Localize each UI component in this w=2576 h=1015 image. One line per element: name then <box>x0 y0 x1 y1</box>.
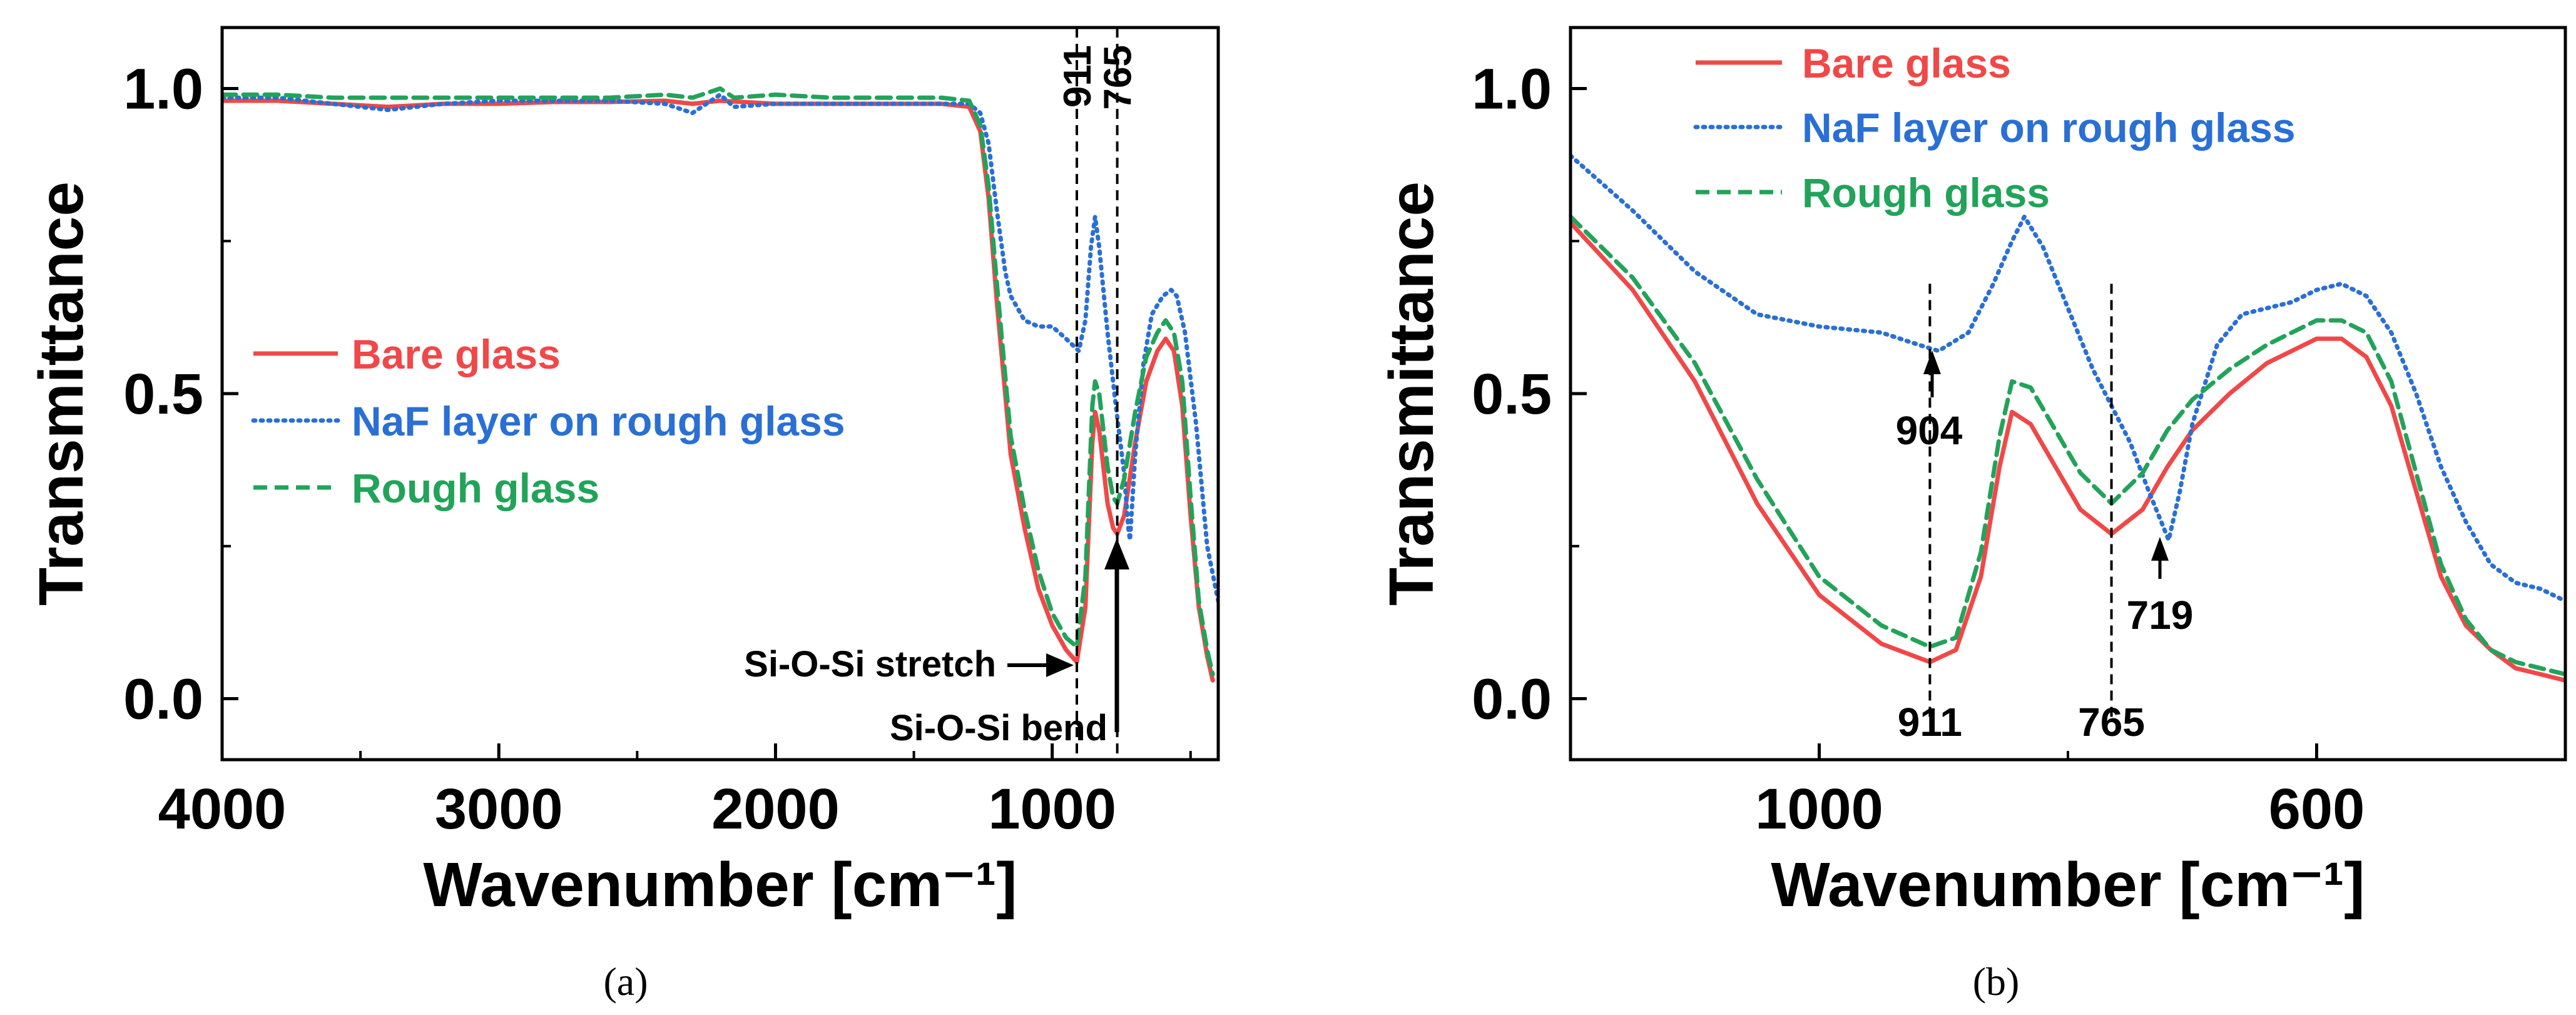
legend-b-naf-layer: NaF layer on rough glass <box>1802 105 2296 151</box>
x-tick-label: 3000 <box>435 777 563 841</box>
annotation-719: 719 <box>2127 593 2194 638</box>
legend-naf-layer: NaF layer on rough glass <box>352 398 845 444</box>
panel-b-ylabel: Transmittance <box>1377 181 1447 606</box>
annotation-904-arrowhead <box>1923 350 1941 374</box>
panel-a-xlabel: Wavenumber [cm⁻¹] <box>423 850 1017 920</box>
panel-a-series <box>222 86 1218 683</box>
panel-b-legend: Bare glass NaF layer on rough glass Roug… <box>1693 40 2296 216</box>
y-tick-label: 0.0 <box>123 668 203 732</box>
panel-a-ylabel: Transmittance <box>26 181 96 606</box>
panel-a-legend: Bare glass NaF layer on rough glass Roug… <box>251 331 845 511</box>
y-tick-label: 1.0 <box>123 58 203 121</box>
panel-b-series <box>1571 153 2565 683</box>
y-tick-label: 0.0 <box>1472 668 1552 732</box>
reference-line-label-911: 911 <box>1056 45 1099 108</box>
x-tick-label: 1000 <box>1755 777 1883 841</box>
x-tick-label: 4000 <box>158 777 287 841</box>
legend-b-rough-glass: Rough glass <box>1802 170 2050 216</box>
annotation-719-arrowhead <box>2151 537 2169 561</box>
panel-b: 911 765 1000 600 0.0 0.5 1.0 Transmittance Wa… <box>1377 26 2567 1004</box>
panel-b-annotations: 904 719 <box>1896 350 2194 638</box>
panel-b-xlabel: Wavenumber [cm⁻¹] <box>1771 850 2365 920</box>
x-tick-label: 2000 <box>711 777 840 841</box>
series-bare-glass <box>1571 220 2565 683</box>
legend-rough-glass: Rough glass <box>352 465 599 511</box>
annotation-904: 904 <box>1896 408 1963 453</box>
x-tick-label: 1000 <box>988 777 1116 841</box>
annotation-si-o-si-stretch: Si-O-Si stretch <box>744 644 996 685</box>
series-rough-glass <box>1571 214 2565 676</box>
series-bare-glass <box>222 98 1215 683</box>
legend-bare-glass: Bare glass <box>352 331 561 377</box>
reference-line-label-765: 765 <box>2078 700 2145 745</box>
series-naf-layer-on-rough-glass <box>1571 153 2565 603</box>
panel-a-annotations: Si-O-Si stretch Si-O-Si bend <box>744 538 1129 748</box>
y-tick-label: 0.5 <box>123 362 203 426</box>
series-rough-glass <box>222 86 1215 676</box>
series-naf-layer-on-rough-glass <box>222 92 1218 603</box>
panel-b-caption: (b) <box>1973 959 2020 1004</box>
panel-a-caption: (a) <box>603 959 648 1004</box>
annotation-stretch-arrowhead <box>1046 653 1074 677</box>
y-tick-label: 1.0 <box>1472 58 1552 121</box>
annotation-bend-arrowhead <box>1104 538 1129 569</box>
x-tick-label: 600 <box>2269 777 2365 841</box>
y-tick-label: 0.5 <box>1472 362 1552 426</box>
panel-a-ticks: 4000 3000 2000 1000 0.0 0.5 1.0 <box>123 58 1192 841</box>
reference-line-label-911: 911 <box>1898 700 1962 745</box>
legend-b-bare-glass: Bare glass <box>1802 40 2011 86</box>
annotation-si-o-si-bend: Si-O-Si bend <box>890 708 1107 748</box>
panel-b-reference-lines: 911 765 <box>1898 283 2145 745</box>
reference-line-label-765: 765 <box>1097 45 1140 110</box>
panel-b-ticks: 1000 600 0.0 0.5 1.0 <box>1472 58 2567 841</box>
